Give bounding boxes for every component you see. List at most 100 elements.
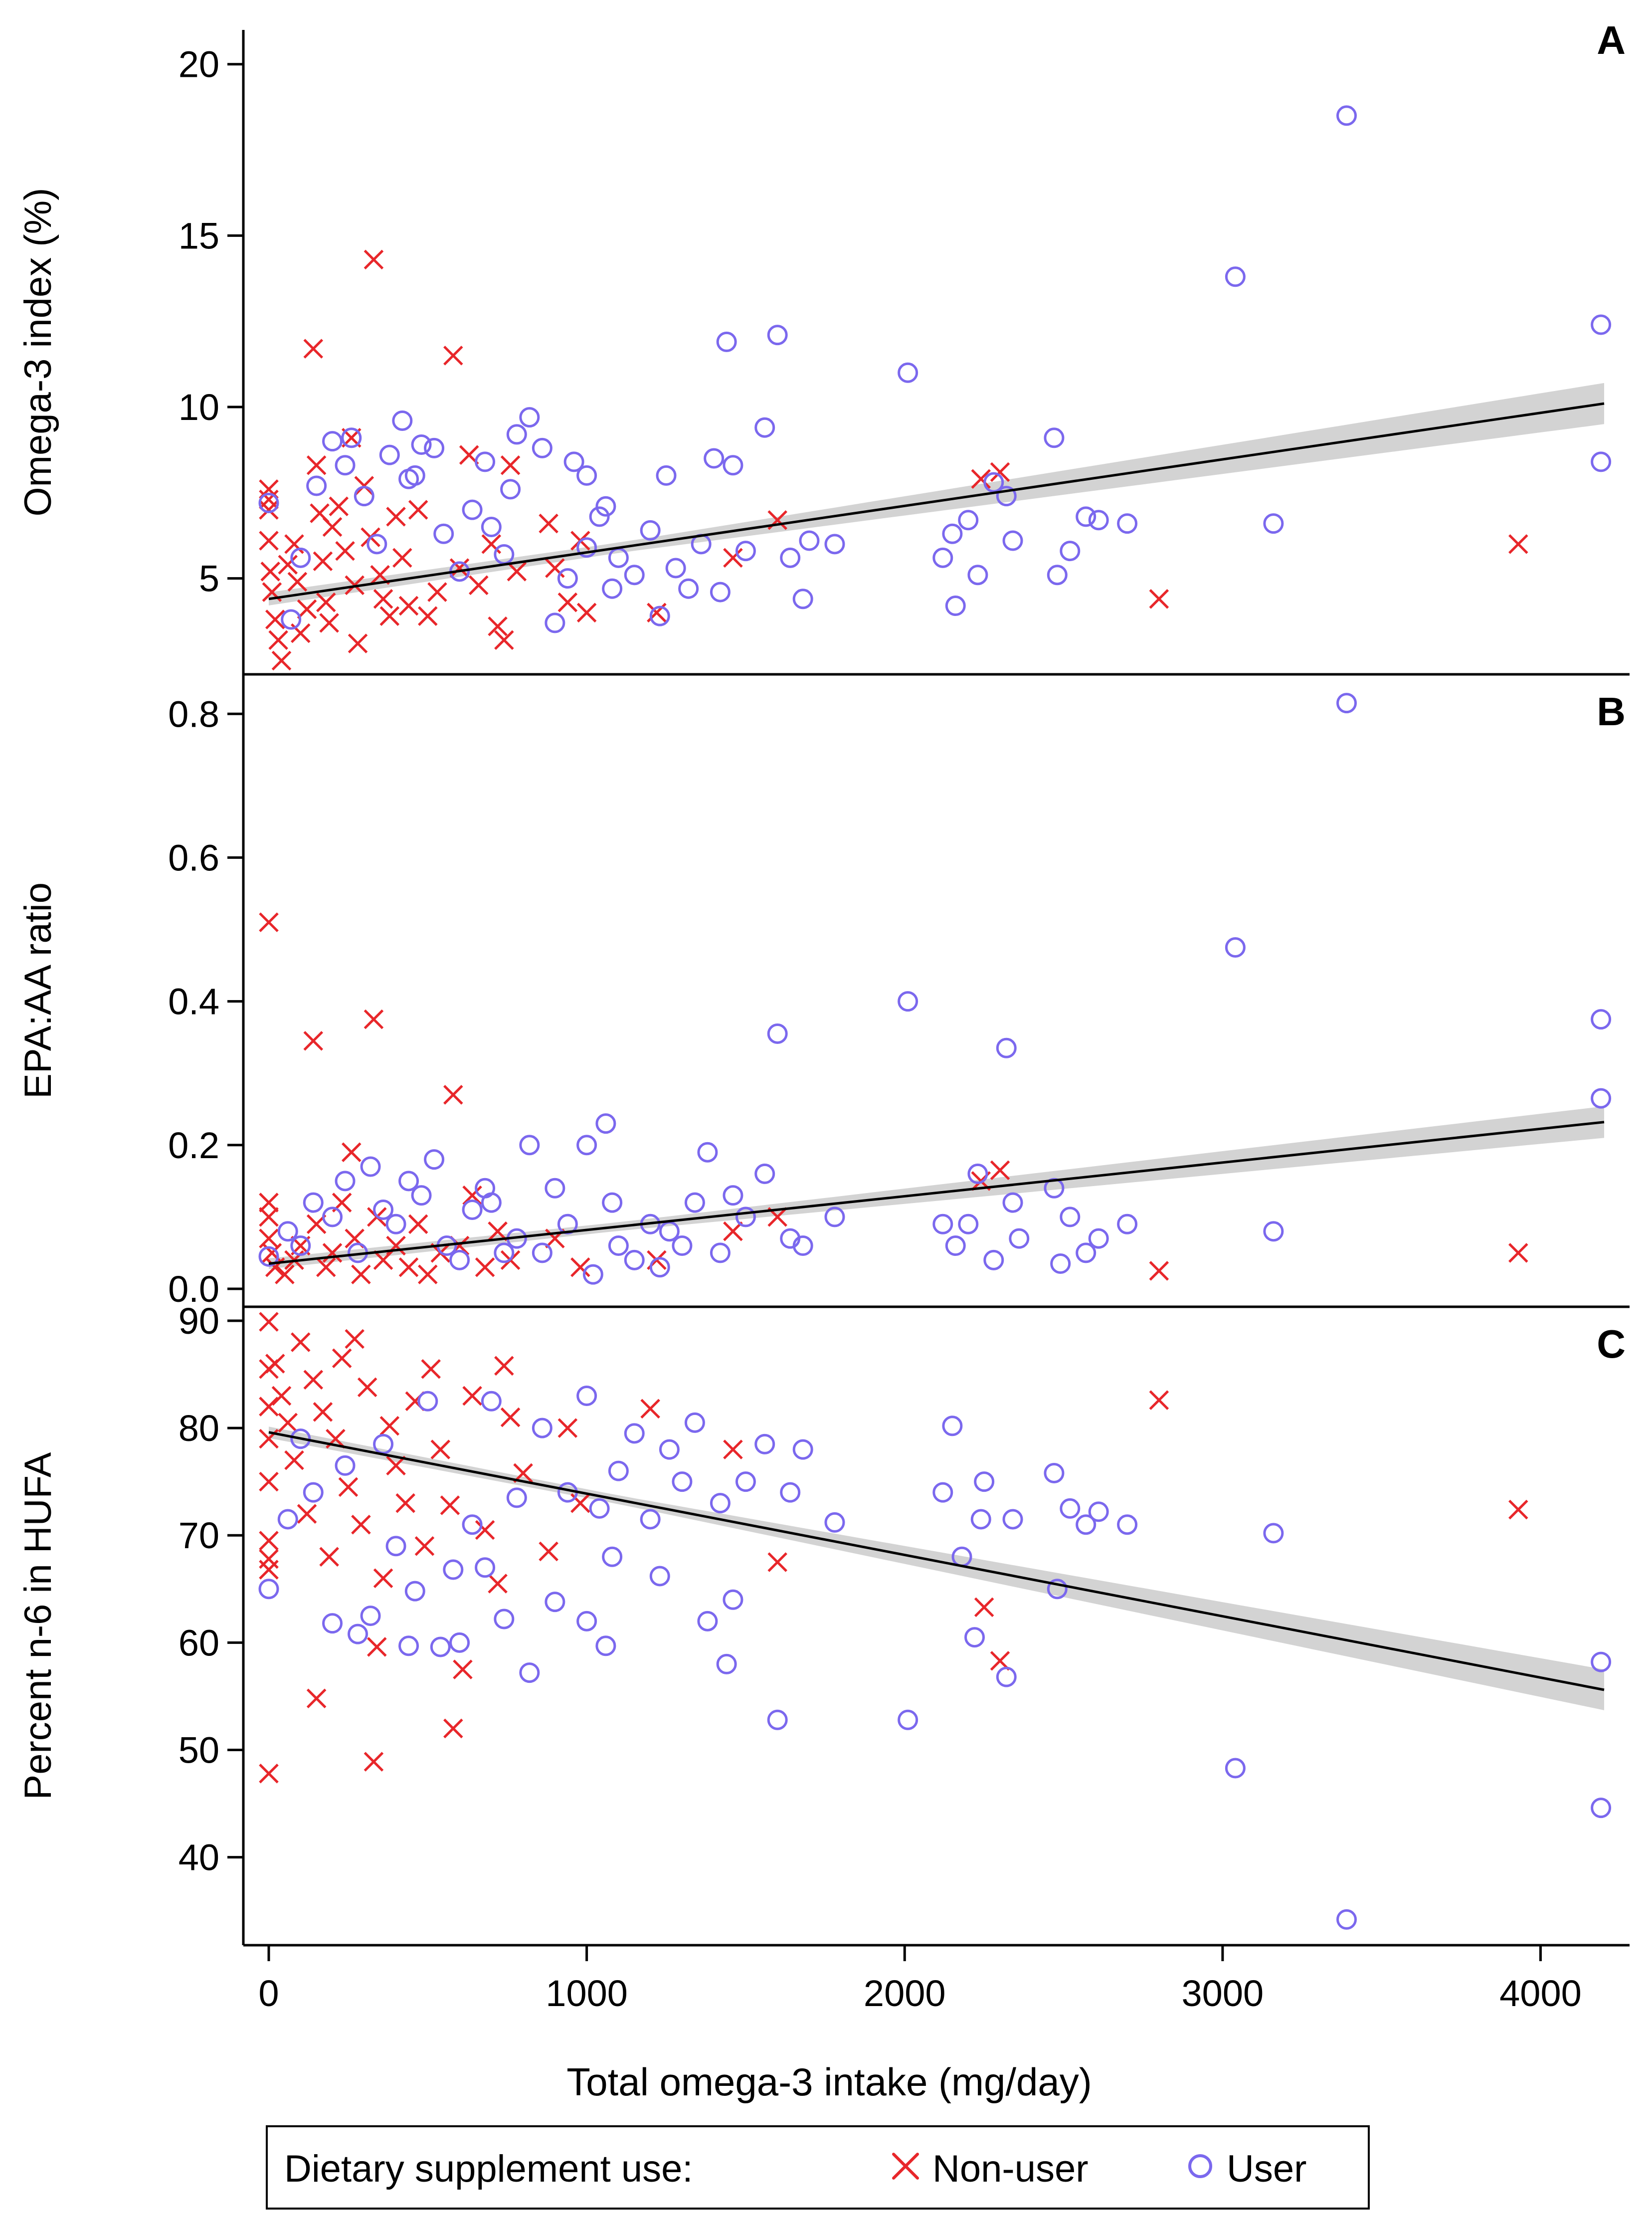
point-user <box>932 1482 953 1503</box>
point-non-user <box>364 1752 384 1772</box>
y-tick-label: 0.8 <box>168 693 219 735</box>
y-tick-label: 0.4 <box>168 981 219 1022</box>
point-user <box>942 1416 963 1436</box>
point-user <box>258 492 279 513</box>
point-user <box>411 434 432 455</box>
point-user <box>385 1536 406 1557</box>
point-user <box>1076 1242 1097 1263</box>
point-user <box>767 1709 788 1730</box>
y-tick-label: 5 <box>199 558 219 600</box>
point-user <box>303 1482 324 1503</box>
point-non-user <box>427 582 447 602</box>
regression-line <box>268 402 1605 601</box>
point-non-user <box>265 609 285 629</box>
point-non-user <box>278 1413 298 1433</box>
point-user <box>462 1514 483 1535</box>
point-non-user <box>475 1520 495 1540</box>
regression-line <box>268 1121 1605 1265</box>
point-non-user <box>259 531 279 551</box>
point-user <box>1044 427 1065 448</box>
point-user <box>1591 1651 1612 1672</box>
legend-title: Dietary supplement use: <box>284 2148 693 2190</box>
point-user <box>392 410 413 431</box>
point-user <box>417 1391 438 1412</box>
point-non-user <box>259 1764 279 1784</box>
point-non-user <box>319 613 339 633</box>
point-non-user <box>271 650 292 671</box>
point-user <box>824 1207 845 1227</box>
y-axis-label: Percent n-6 in HUFA <box>17 1452 59 1800</box>
point-non-user <box>373 1568 393 1589</box>
x-tick-label: 0 <box>258 1973 279 2014</box>
point-user <box>481 1391 502 1412</box>
point-user <box>932 1214 953 1234</box>
panel-c: 40 50 60 70 80 90 Percent n-6 in HUFA C <box>17 1300 1626 1930</box>
point-user <box>945 596 966 616</box>
point-user <box>322 1613 343 1634</box>
point-user <box>576 1386 597 1407</box>
point-user <box>649 1257 670 1278</box>
point-user <box>481 516 502 537</box>
y-tick-label: 15 <box>179 215 219 256</box>
point-non-user <box>259 912 279 932</box>
point-user <box>767 325 788 346</box>
point-non-user <box>723 548 743 568</box>
y-tick-label: 40 <box>179 1837 219 1878</box>
point-user <box>481 1192 502 1213</box>
point-user <box>519 1135 540 1156</box>
x-axis-label: Total omega-3 intake (mg/day) <box>566 2060 1092 2104</box>
point-user <box>672 1235 693 1256</box>
legend-box <box>266 2125 1370 2210</box>
point-non-user <box>313 1402 333 1422</box>
point-non-user <box>364 1009 384 1029</box>
point-user <box>1088 1228 1109 1249</box>
point-user <box>665 558 686 579</box>
point-non-user <box>500 455 521 475</box>
point-user <box>1591 1088 1612 1109</box>
point-user <box>430 1636 451 1657</box>
point-user <box>754 417 775 438</box>
point-user <box>462 499 483 520</box>
point-non-user <box>971 469 991 489</box>
point-non-user <box>297 1504 317 1524</box>
regression-line-segment <box>268 1121 1605 1265</box>
point-user <box>449 1632 470 1653</box>
point-user <box>258 1246 279 1267</box>
point-user <box>1044 1462 1065 1483</box>
point-user <box>494 1242 515 1263</box>
point-non-user <box>259 1531 279 1551</box>
point-user <box>898 991 918 1012</box>
point-user <box>780 547 801 568</box>
point-user <box>996 1666 1017 1687</box>
point-user <box>608 1235 629 1256</box>
point-user <box>595 1113 616 1134</box>
panel-label: C <box>1597 1322 1626 1366</box>
point-user <box>1002 1509 1023 1530</box>
point-non-user <box>303 1370 324 1390</box>
panel-label: A <box>1597 18 1626 62</box>
y-tick-label: 50 <box>179 1729 219 1771</box>
point-user <box>545 1592 565 1613</box>
point-user <box>1225 1758 1246 1779</box>
y-tick-label: 70 <box>179 1515 219 1556</box>
point-user <box>290 547 311 568</box>
point-user <box>678 578 699 599</box>
point-user <box>602 1192 623 1213</box>
point-user <box>404 465 425 486</box>
point-non-user <box>418 1264 438 1284</box>
point-non-user <box>576 603 597 623</box>
point-user <box>589 1498 610 1519</box>
point-user <box>335 455 356 476</box>
point-user <box>983 472 1004 493</box>
point-user <box>659 1439 680 1460</box>
point-non-user <box>488 1574 508 1594</box>
point-non-user <box>469 575 489 596</box>
x-tick-label: 3000 <box>1182 1973 1264 2014</box>
point-user <box>958 1214 979 1234</box>
point-non-user <box>1149 1390 1169 1410</box>
point-non-user <box>539 1541 558 1562</box>
scatter-points <box>258 1312 1612 1930</box>
point-non-user <box>462 1386 482 1406</box>
point-user <box>967 565 988 586</box>
point-user <box>754 1433 775 1454</box>
